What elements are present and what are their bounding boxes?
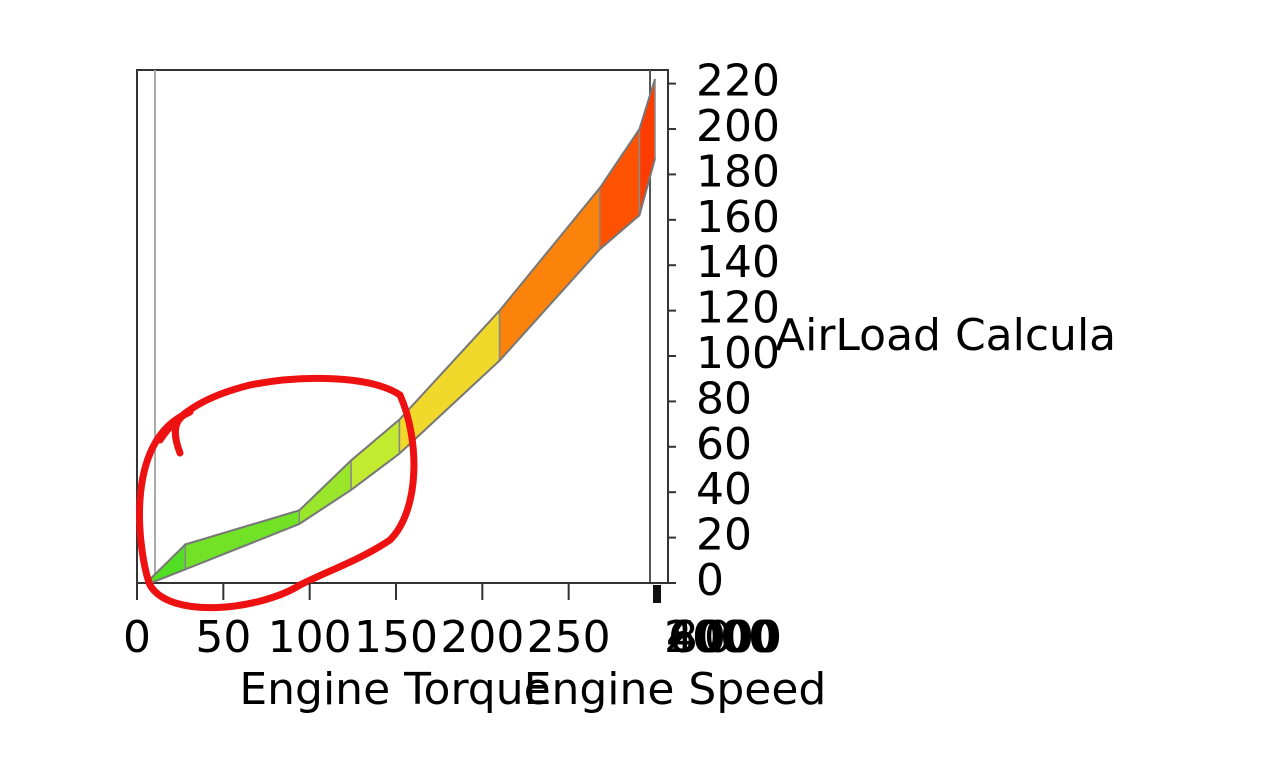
y-axis-title: Engine Speed xyxy=(524,664,827,715)
x-axis-title: Engine Torque xyxy=(239,664,550,715)
surface-edge xyxy=(150,158,656,584)
x-tick-label: 150 xyxy=(354,612,438,663)
z-tick-label: 100 xyxy=(696,328,780,379)
z-axis-title: AirLoad Calcula xyxy=(775,310,1116,361)
z-tick-label: 140 xyxy=(696,237,780,288)
y-axis-marks xyxy=(653,585,661,603)
x-tick-label: 100 xyxy=(268,612,352,663)
z-tick-label: 40 xyxy=(696,464,752,515)
x-tick-label: 200 xyxy=(440,612,524,663)
z-tick-label: 180 xyxy=(696,146,780,197)
z-tick-label: 120 xyxy=(696,283,780,334)
y-tick-label: 8000 xyxy=(670,612,782,663)
z-tick-label: 0 xyxy=(696,555,724,606)
y-tick-label: 4000 xyxy=(666,612,778,663)
z-tick-label: 80 xyxy=(696,373,752,424)
x-tick-label: 250 xyxy=(527,612,611,663)
z-tick-label: 160 xyxy=(696,192,780,243)
y-tick-label: 2000 xyxy=(664,612,776,663)
z-tick-label: 60 xyxy=(696,419,752,470)
surface-edge xyxy=(150,78,656,580)
z-tick-label: 220 xyxy=(696,56,780,107)
hand-drawn-circle xyxy=(136,374,418,612)
z-tick-label: 20 xyxy=(696,510,752,561)
surface xyxy=(150,78,656,585)
y-tick-label: 0 xyxy=(704,612,732,663)
x-tick-label: 0 xyxy=(123,612,151,663)
x-tick-label: 50 xyxy=(195,612,251,663)
z-tick-label: 200 xyxy=(696,101,780,152)
plot-frame xyxy=(136,69,669,584)
y-tick-label: 6000 xyxy=(668,612,780,663)
